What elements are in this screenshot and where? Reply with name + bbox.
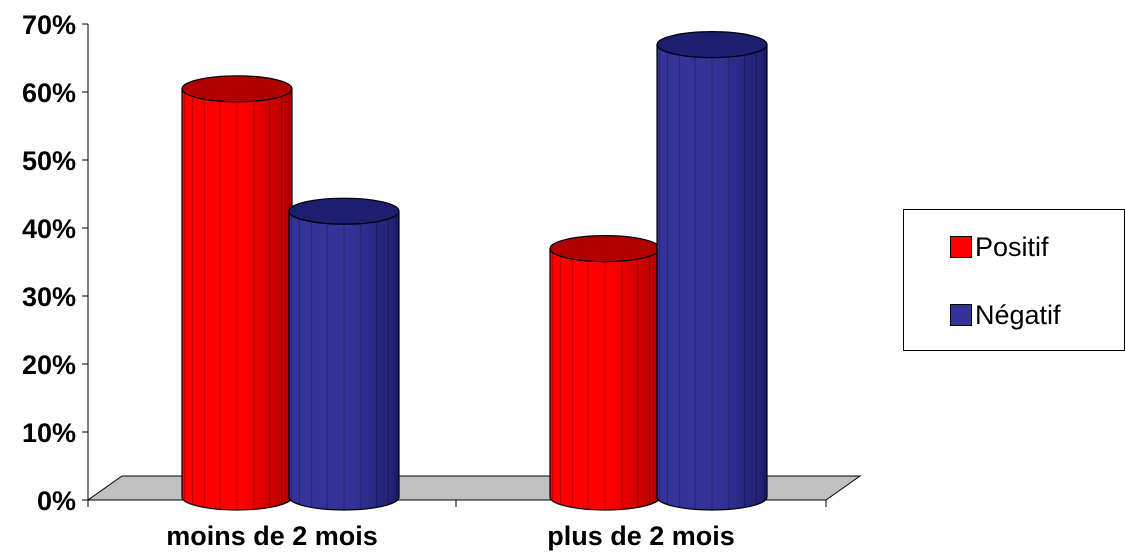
bar-top	[181, 75, 293, 103]
y-tick-label: 60%	[22, 78, 76, 108]
y-tick-label: 40%	[22, 214, 76, 244]
legend-label-positif: Positif	[975, 231, 1049, 262]
bar-positif-2	[549, 235, 661, 511]
legend-swatch-negatif	[950, 304, 972, 326]
labels: 0% 10% 20% 30% 40% 50% 60% 70% moins de 2 mois pl…	[22, 10, 735, 551]
bar-positif-1	[181, 75, 293, 511]
bars	[181, 30, 768, 511]
legend-swatch-positif	[950, 236, 972, 258]
bar-body	[288, 210, 400, 511]
y-tick-label: 50%	[22, 146, 76, 176]
bar-negatif-2	[656, 30, 768, 511]
y-tick-label: 0%	[37, 486, 76, 516]
legend-item-negatif: Négatif	[950, 300, 1061, 330]
category-label: moins de 2 mois	[166, 521, 378, 551]
y-tick-label: 20%	[22, 350, 76, 380]
bar-body	[181, 88, 293, 511]
category-label: plus de 2 mois	[547, 521, 735, 551]
y-tick-label: 10%	[22, 418, 76, 448]
bar-negatif-1	[288, 197, 400, 511]
bar-top	[656, 30, 768, 59]
bar-top	[288, 197, 400, 225]
bar-top	[549, 235, 661, 263]
bar-body	[656, 44, 768, 511]
legend: Positif Négatif	[903, 209, 1125, 351]
legend-item-positif: Positif	[950, 232, 1049, 262]
bar-body	[549, 248, 661, 511]
legend-label-negatif: Négatif	[975, 299, 1061, 330]
y-tick-label: 30%	[22, 282, 76, 312]
y-tick-label: 70%	[22, 10, 76, 40]
